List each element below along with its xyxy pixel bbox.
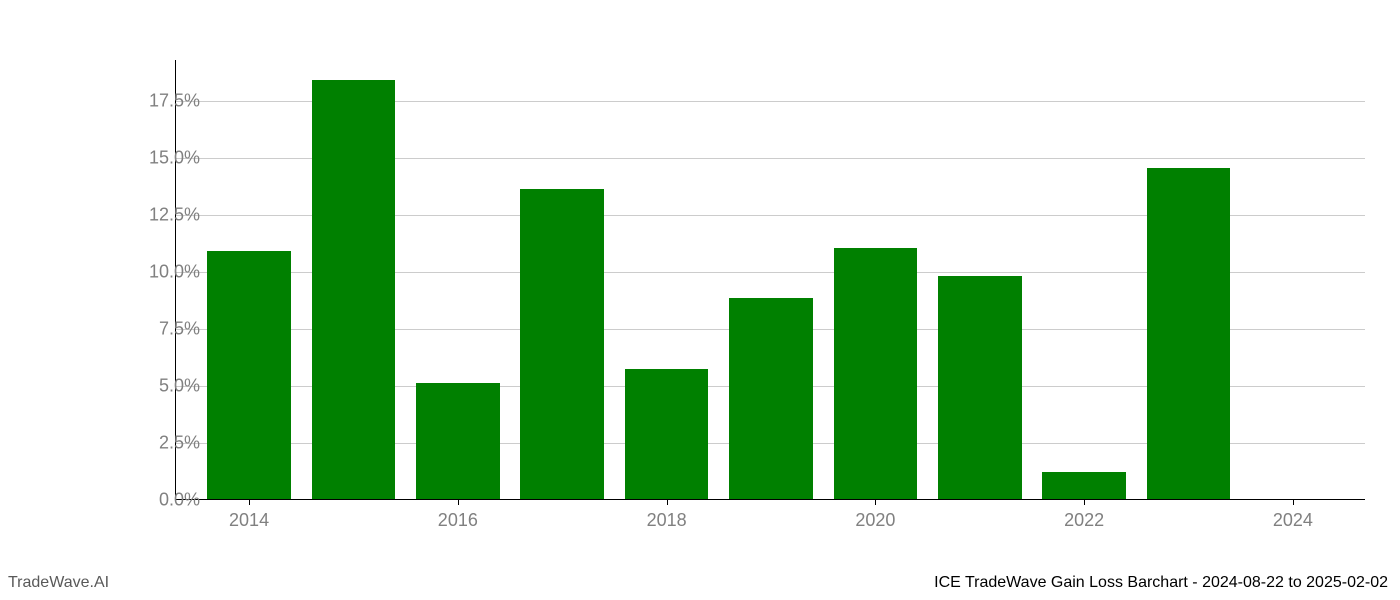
plot-area: 201420162018202020222024 [175, 60, 1365, 500]
x-tick [249, 499, 250, 505]
y-tick-label: 5.0% [130, 376, 200, 397]
bar [625, 369, 709, 499]
x-tick [458, 499, 459, 505]
bar [207, 251, 291, 499]
bar [312, 80, 396, 499]
bar [938, 276, 1022, 499]
x-tick-label: 2024 [1273, 510, 1313, 531]
y-tick-label: 15.0% [130, 148, 200, 169]
bar [520, 189, 604, 499]
y-tick-label: 17.5% [130, 91, 200, 112]
y-tick-label: 2.5% [130, 433, 200, 454]
bar [1042, 472, 1126, 499]
x-tick-label: 2014 [229, 510, 269, 531]
y-tick-label: 12.5% [130, 205, 200, 226]
y-tick-label: 0.0% [130, 490, 200, 511]
bar [834, 248, 918, 499]
footer-left-brand: TradeWave.AI [8, 574, 109, 592]
x-tick [1293, 499, 1294, 505]
x-tick-label: 2020 [855, 510, 895, 531]
x-tick-label: 2016 [438, 510, 478, 531]
footer-right-caption: ICE TradeWave Gain Loss Barchart - 2024-… [934, 574, 1388, 592]
x-tick [667, 499, 668, 505]
bar [416, 383, 500, 499]
x-tick-label: 2022 [1064, 510, 1104, 531]
x-tick [875, 499, 876, 505]
y-tick-label: 10.0% [130, 262, 200, 283]
bar [1147, 168, 1231, 499]
chart-container: 201420162018202020222024 [175, 60, 1365, 500]
x-tick-label: 2018 [647, 510, 687, 531]
y-tick-label: 7.5% [130, 319, 200, 340]
bar [729, 298, 813, 499]
x-tick [1084, 499, 1085, 505]
